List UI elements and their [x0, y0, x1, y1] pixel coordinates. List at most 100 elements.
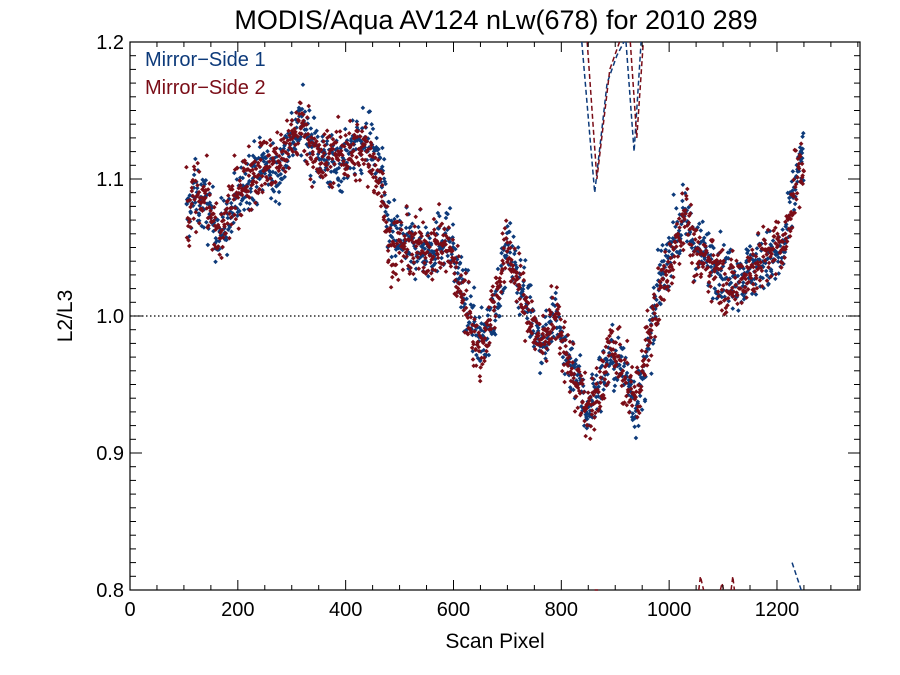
data-point: [487, 317, 493, 323]
data-point: [737, 279, 742, 285]
data-point: [789, 179, 795, 184]
data-point: [739, 264, 745, 269]
data-point: [793, 148, 799, 153]
data-point: [667, 242, 673, 247]
data-point: [436, 241, 441, 247]
data-point: [440, 243, 445, 249]
data-point: [745, 255, 751, 260]
data-point: [355, 128, 361, 134]
data-point: [230, 187, 235, 192]
data-point: [500, 288, 505, 294]
data-point: [313, 156, 319, 162]
data-point: [562, 379, 567, 385]
data-point: [191, 164, 197, 169]
data-point: [635, 399, 641, 405]
data-point: [687, 229, 693, 235]
data-point: [544, 358, 549, 364]
data-point: [384, 204, 390, 209]
data-point: [478, 365, 483, 370]
data-point: [604, 362, 610, 367]
data-point: [391, 241, 396, 246]
data-point: [403, 250, 409, 255]
data-point: [422, 260, 427, 266]
data-point: [374, 144, 379, 150]
data-point: [263, 155, 269, 161]
data-point: [658, 283, 663, 288]
data-point: [518, 257, 523, 263]
data-point: [246, 144, 252, 149]
data-point: [735, 273, 741, 279]
data-point: [502, 265, 508, 271]
data-point: [201, 200, 207, 205]
data-point: [535, 325, 541, 331]
data-point: [706, 231, 711, 236]
data-point: [619, 354, 624, 359]
data-point: [671, 274, 676, 280]
data-point: [710, 269, 715, 274]
data-point: [799, 159, 804, 164]
data-point: [373, 155, 378, 161]
data-point: [439, 221, 445, 227]
data-point: [422, 246, 428, 252]
data-point: [745, 248, 751, 253]
data-point: [730, 248, 735, 254]
data-point: [691, 231, 697, 237]
data-point: [295, 152, 300, 157]
data-point: [514, 273, 519, 279]
data-point: [741, 274, 747, 280]
data-point: [571, 375, 576, 381]
data-point: [504, 230, 510, 236]
data-point: [278, 171, 284, 177]
data-point: [610, 347, 616, 352]
data-point: [540, 331, 546, 337]
data-point: [799, 150, 805, 156]
data-point: [515, 276, 520, 282]
data-point: [701, 261, 707, 266]
data-point: [204, 219, 209, 225]
data-point: [791, 194, 797, 199]
data-point: [408, 259, 414, 264]
data-point: [261, 168, 266, 174]
data-point: [648, 335, 654, 340]
data-point: [492, 304, 497, 310]
data-point: [240, 175, 246, 181]
data-point: [715, 289, 721, 295]
data-point: [280, 151, 285, 157]
data-point: [441, 232, 446, 238]
data-point: [214, 200, 219, 206]
data-point: [629, 403, 635, 408]
data-point: [298, 153, 304, 158]
data-point: [700, 264, 706, 270]
data-point: [593, 410, 598, 416]
data-point: [645, 343, 651, 348]
data-point: [742, 271, 747, 277]
data-point: [344, 140, 349, 145]
data-point: [484, 320, 489, 325]
data-point: [341, 176, 347, 181]
data-point: [771, 228, 776, 233]
data-point: [601, 379, 607, 385]
data-point: [598, 380, 604, 385]
data-point: [766, 260, 772, 266]
data-point: [418, 206, 423, 212]
data-point: [638, 384, 644, 390]
data-point: [514, 270, 520, 275]
data-point: [796, 168, 802, 174]
data-point: [271, 159, 277, 165]
data-point: [685, 186, 690, 192]
data-point: [408, 265, 413, 271]
data-point: [785, 217, 791, 222]
data-point: [314, 167, 320, 172]
data-point: [256, 155, 262, 161]
data-point: [296, 118, 302, 124]
data-point: [189, 179, 195, 185]
data-point: [310, 152, 316, 157]
data-point: [624, 393, 629, 399]
data-point: [518, 302, 524, 307]
y-axis-label: L2/L3: [54, 290, 77, 343]
data-point: [668, 255, 674, 261]
data-point: [406, 238, 412, 243]
data-point: [291, 134, 297, 139]
data-point: [451, 241, 456, 246]
data-point: [584, 416, 590, 422]
